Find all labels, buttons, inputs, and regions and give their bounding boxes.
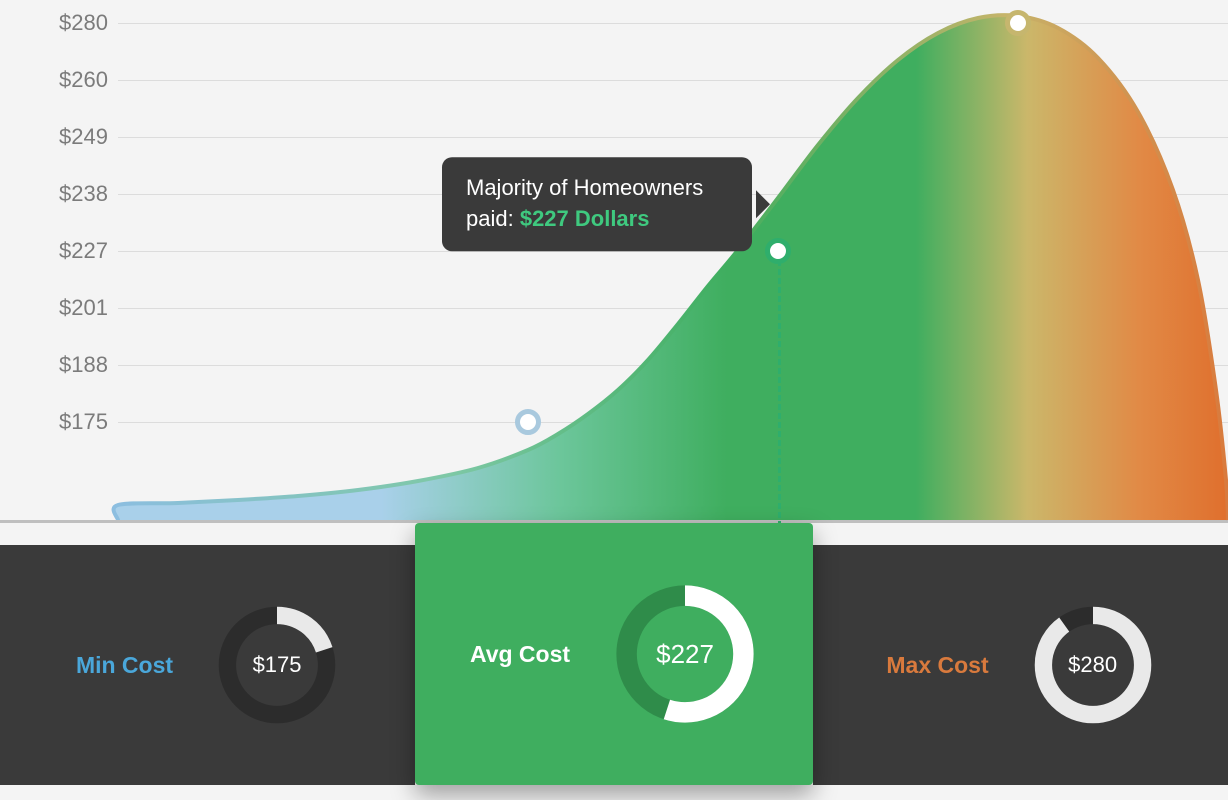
avg-cost-donut: $227 (612, 581, 758, 727)
max-cost-label: Max Cost (886, 652, 988, 679)
tooltip-line1: Majority of Homeowners (466, 173, 728, 204)
avg-cost-card: Avg Cost $227 (415, 523, 813, 785)
min-cost-donut: $175 (215, 603, 339, 727)
area-curve (0, 0, 1228, 520)
max-cost-donut: $280 (1031, 603, 1155, 727)
min-marker (515, 409, 541, 435)
tooltip-line2: paid: $227 Dollars (466, 204, 728, 235)
max-marker (1005, 10, 1031, 36)
avg-marker (765, 238, 791, 264)
max-cost-value: $280 (1031, 603, 1155, 727)
summary-cards: Min Cost $175 Avg Cost $227 Max Cost (0, 545, 1228, 785)
avg-guide-line (778, 251, 781, 545)
avg-cost-value: $227 (612, 581, 758, 727)
tooltip-prefix: paid: (466, 206, 520, 231)
chart-area: $280$260$249$238$227$201$188$175 Majorit… (0, 0, 1228, 568)
min-cost-value: $175 (215, 603, 339, 727)
cost-infographic: $280$260$249$238$227$201$188$175 Majorit… (0, 0, 1228, 800)
tooltip-highlight: $227 Dollars (520, 206, 650, 231)
max-cost-card: Max Cost $280 (813, 545, 1228, 785)
avg-tooltip: Majority of Homeowners paid: $227 Dollar… (442, 157, 752, 251)
min-cost-card: Min Cost $175 (0, 545, 415, 785)
min-cost-label: Min Cost (76, 652, 173, 679)
avg-cost-label: Avg Cost (470, 641, 570, 668)
